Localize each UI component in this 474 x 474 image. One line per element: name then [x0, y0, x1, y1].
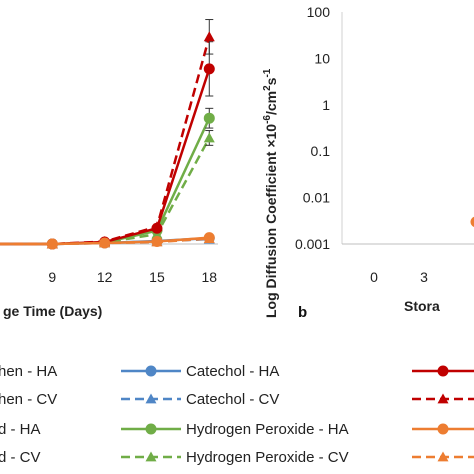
panel-b-x-axis-title: Stora	[404, 298, 440, 314]
legend-entry	[412, 393, 474, 404]
panel-a-data-point	[151, 221, 163, 232]
panel-b-y-tick-label: 0.001	[295, 236, 330, 252]
legend-marker	[437, 393, 449, 404]
legend-entry	[121, 393, 181, 404]
panel-b-x-tick-label: 0	[370, 269, 378, 285]
panel-b-y-tick-label: 100	[307, 4, 331, 20]
panel-b-y-tick-label: 1	[322, 97, 330, 113]
panel-b-y-tick-labels: 100 10 1 0.1 0.01 0.001	[295, 4, 330, 252]
legend-label: hen - CV	[0, 391, 57, 408]
panel-a-data-point	[203, 31, 215, 42]
panel-a-x-tick-labels: 9 12 15 18	[48, 269, 217, 285]
panel-a-data-point	[203, 112, 215, 124]
legend-entry	[121, 423, 181, 435]
panel-a-series-group	[0, 19, 215, 250]
panel-b-y-tick-label: 0.1	[311, 143, 331, 159]
legend-label: Catechol - CV	[186, 391, 279, 408]
legend-label: Hydrogen Peroxide - HA	[186, 421, 349, 438]
panel-a-data-point	[46, 238, 58, 249]
legend-label: Catechol - HA	[186, 363, 279, 380]
panel-a-data-point	[203, 132, 215, 143]
legend-entry	[121, 365, 181, 377]
panel-b-y-tick-label: 0.01	[303, 190, 330, 206]
panel-a-series	[0, 41, 215, 250]
legend-entry	[121, 451, 181, 462]
legend-marker	[145, 423, 157, 435]
panel-a-series-line	[0, 68, 211, 246]
legend-marker	[145, 451, 157, 462]
legend-label: d - CV	[0, 449, 41, 466]
legend-label: hen - HA	[0, 363, 57, 380]
legend-entry	[412, 423, 474, 435]
panel-a-series	[0, 19, 215, 249]
panel-a-x-axis-title: ge Time (Days)	[3, 303, 102, 319]
panel-a-x-tick-label: 15	[149, 269, 165, 285]
panel-b-y-axis-title: Log Diffusion Coefficient ×10-6/cm2s-1	[262, 68, 279, 318]
panel-b-letter: b	[298, 304, 307, 321]
panel-a-series-line	[0, 36, 211, 246]
legend-marker	[437, 451, 449, 462]
panel-b-x-tick-label: 3	[420, 269, 428, 285]
legend-label: d - HA	[0, 421, 41, 438]
legend-label: Hydrogen Peroxide - CV	[186, 449, 349, 466]
panel-b-data-point	[470, 216, 474, 227]
panel-a-series-line	[0, 137, 211, 246]
panel-a-series-line	[0, 117, 211, 246]
panel-a: 9 12 15 18 ge Time (Days)	[0, 19, 218, 319]
legend-marker	[437, 423, 449, 435]
legend-entry	[412, 451, 474, 462]
legend-marker	[145, 365, 157, 377]
panel-b-y-tick-label: 10	[314, 50, 330, 66]
panel-a-series	[0, 233, 215, 249]
panel-a-data-point	[151, 236, 163, 247]
legend-marker	[437, 365, 449, 377]
legend: hen - HA hen - CV d - HA d - CV Catechol - H…	[0, 363, 474, 466]
legend-marker	[145, 393, 157, 404]
panel-a-data-point	[99, 237, 111, 248]
panel-b-series-group	[470, 216, 474, 227]
panel-a-x-tick-label: 18	[201, 269, 217, 285]
panel-a-data-point	[203, 63, 215, 75]
legend-entry	[412, 365, 474, 377]
panel-a-x-tick-label: 12	[97, 269, 113, 285]
panel-a-x-tick-label: 9	[48, 269, 56, 285]
panel-a-data-point	[203, 233, 215, 243]
